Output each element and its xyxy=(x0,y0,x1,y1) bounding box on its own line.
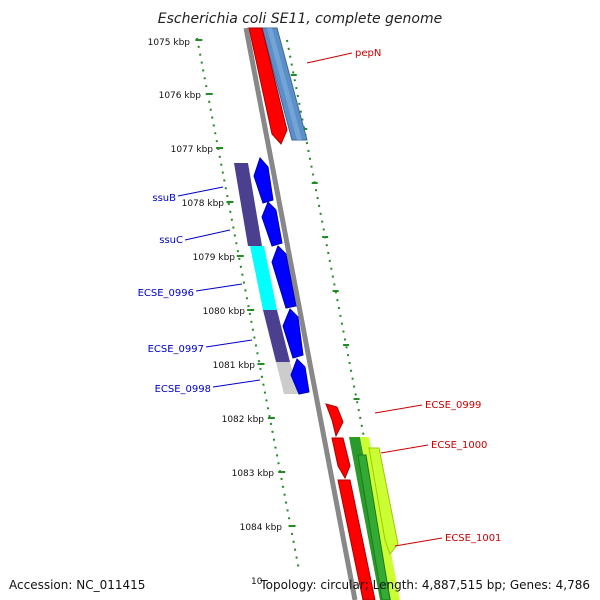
ECSE_0997-leader-line xyxy=(205,339,253,348)
ssuB-leader-line xyxy=(177,186,224,197)
tick-label-1079: 1079 kbp xyxy=(193,253,236,263)
forward-gene-labels: pepN ECSE_0999 ECSE_1000 ECSE_1001 xyxy=(306,48,501,547)
genome-stats-text: Topology: circular; Length: 4,887,515 bp… xyxy=(260,578,590,592)
gene-label-ECSE_0998[interactable]: ECSE_0998 xyxy=(155,384,211,395)
gene-ssuC[interactable] xyxy=(261,201,283,247)
tick-label-1083: 1083 kbp xyxy=(232,469,275,479)
gene-label-pepN[interactable]: pepN xyxy=(355,48,381,59)
gene-ECSE_0999[interactable] xyxy=(325,403,344,438)
pepN-leader-line xyxy=(306,52,353,64)
kbp-ruler xyxy=(195,37,300,571)
gene-label-ECSE_0996[interactable]: ECSE_0996 xyxy=(138,288,194,299)
gene-ECSE_1001-green[interactable] xyxy=(357,454,391,600)
tick-label-1084: 1084 kbp xyxy=(240,523,283,533)
pepN-cog-highlight xyxy=(267,28,302,140)
tick-label-1077: 1077 kbp xyxy=(171,145,214,155)
ECSE_1000-leader-line xyxy=(380,444,429,454)
forward-strand-genes xyxy=(248,27,399,600)
reverse-strand-genes xyxy=(253,157,310,395)
gene-ECSE_1000[interactable] xyxy=(331,437,351,480)
tick-label-1075: 1075 kbp xyxy=(148,38,191,48)
accession-text: Accession: NC_011415 xyxy=(9,578,146,592)
gene-ECSE_0996[interactable] xyxy=(271,245,297,309)
gene-label-ECSE_1001[interactable]: ECSE_1001 xyxy=(445,533,501,544)
ECSE_1001-leader-line xyxy=(394,537,443,547)
gene-label-ECSE_1000[interactable]: ECSE_1000 xyxy=(431,440,487,451)
ECSE_0996-leader-line xyxy=(195,283,243,292)
reverse-gene-labels: ssuB ssuC ECSE_0996 ECSE_0997 ECSE_0998 xyxy=(138,186,261,395)
ECSE_0999-leader-line xyxy=(374,404,423,414)
gene-label-ssuC[interactable]: ssuC xyxy=(159,235,183,246)
tick-label-1076: 1076 kbp xyxy=(159,91,202,101)
ssuB-ssuC-cog-strip xyxy=(234,163,262,246)
ECSE_0997-cog-strip xyxy=(263,310,290,362)
ssuC-leader-line xyxy=(184,229,231,241)
tick-label-1081: 1081 kbp xyxy=(213,361,256,371)
kbp-tick-labels: 1075 kbp 1076 kbp 1077 kbp 1078 kbp 1079… xyxy=(148,38,283,587)
gene-pepN[interactable] xyxy=(248,27,288,145)
gene-ECSE_0998[interactable] xyxy=(290,358,310,395)
tick-label-1078: 1078 kbp xyxy=(182,199,225,209)
gene-label-ssuB[interactable]: ssuB xyxy=(152,193,176,204)
ECSE_0998-cog-strip xyxy=(276,362,298,394)
tick-label-1082: 1082 kbp xyxy=(222,415,265,425)
gene-ECSE_0997[interactable] xyxy=(282,308,304,359)
ECSE_0998-leader-line xyxy=(212,379,261,388)
gene-ECSE_1001[interactable] xyxy=(337,479,376,600)
map-title: Escherichia coli SE11, complete genome xyxy=(158,11,442,27)
gene-ECSE_1000-green[interactable] xyxy=(368,447,399,556)
tick-label-partial: 10 xyxy=(251,577,263,587)
right-guide-dotted-line xyxy=(286,39,381,521)
gene-label-ECSE_0997[interactable]: ECSE_0997 xyxy=(148,344,204,355)
ECSE_0996-cog-strip xyxy=(250,246,277,310)
tick-label-1080: 1080 kbp xyxy=(203,307,246,317)
gene-label-ECSE_0999[interactable]: ECSE_0999 xyxy=(425,400,481,411)
backbone-line xyxy=(243,27,358,600)
